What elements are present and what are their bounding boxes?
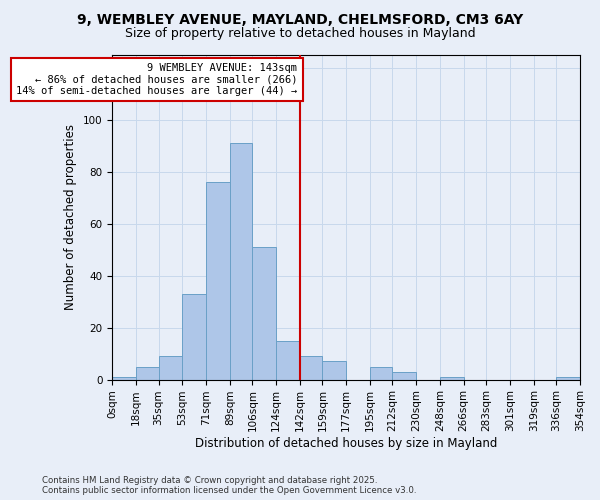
Bar bbox=[392, 372, 416, 380]
Bar bbox=[253, 247, 276, 380]
X-axis label: Distribution of detached houses by size in Mayland: Distribution of detached houses by size … bbox=[195, 437, 497, 450]
Bar bbox=[206, 182, 230, 380]
Y-axis label: Number of detached properties: Number of detached properties bbox=[64, 124, 77, 310]
Text: Size of property relative to detached houses in Mayland: Size of property relative to detached ho… bbox=[125, 28, 475, 40]
Bar bbox=[230, 144, 253, 380]
Bar bbox=[440, 377, 464, 380]
Bar bbox=[136, 366, 158, 380]
Bar bbox=[112, 377, 136, 380]
Text: 9, WEMBLEY AVENUE, MAYLAND, CHELMSFORD, CM3 6AY: 9, WEMBLEY AVENUE, MAYLAND, CHELMSFORD, … bbox=[77, 12, 523, 26]
Bar bbox=[182, 294, 206, 380]
Bar bbox=[370, 366, 392, 380]
Bar bbox=[322, 362, 346, 380]
Bar bbox=[158, 356, 182, 380]
Text: 9 WEMBLEY AVENUE: 143sqm
← 86% of detached houses are smaller (266)
14% of semi-: 9 WEMBLEY AVENUE: 143sqm ← 86% of detach… bbox=[16, 63, 297, 96]
Bar bbox=[556, 377, 580, 380]
Bar bbox=[276, 340, 300, 380]
Bar bbox=[300, 356, 322, 380]
Text: Contains HM Land Registry data © Crown copyright and database right 2025.
Contai: Contains HM Land Registry data © Crown c… bbox=[42, 476, 416, 495]
